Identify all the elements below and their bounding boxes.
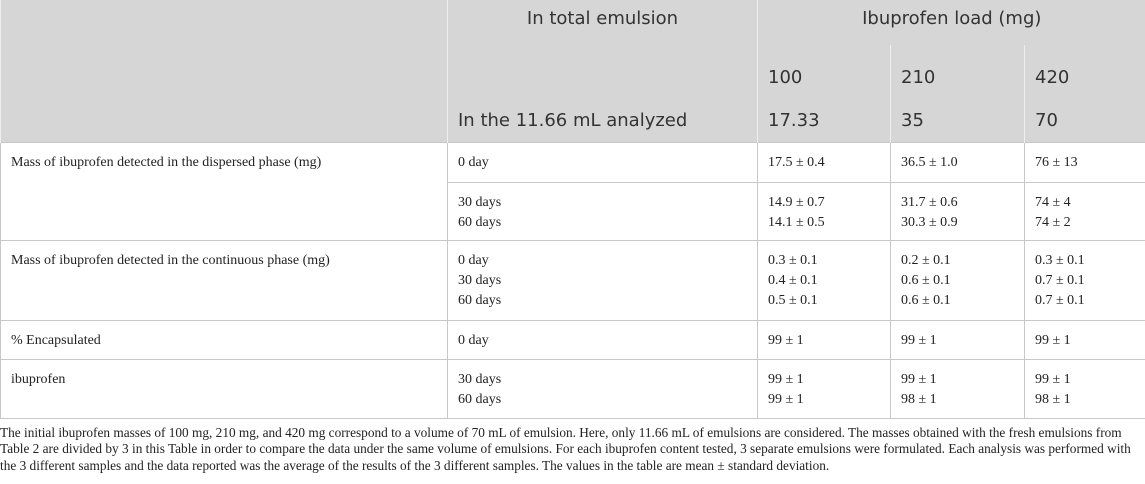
cell-line: 99 ± 1 bbox=[768, 391, 804, 407]
cell-line: 74 ± 4 bbox=[1035, 194, 1071, 210]
row-label: % Encapsulated bbox=[0, 319, 448, 360]
cell-line: 0.6 ± 0.1 bbox=[901, 292, 951, 308]
value-cell: 99 ± 1 98 ± 1 bbox=[1024, 358, 1145, 419]
value-cell: 14.9 ± 0.7 14.1 ± 0.5 bbox=[757, 181, 891, 241]
value-cell: 36.5 ± 1.0 bbox=[890, 141, 1025, 183]
header-cell bbox=[0, 45, 448, 100]
cell-line: 36.5 ± 1.0 bbox=[901, 154, 958, 170]
value-cell: 99 ± 1 99 ± 1 bbox=[757, 358, 891, 419]
header-cell: 210 bbox=[890, 45, 1025, 100]
value-cell: 99 ± 1 bbox=[890, 319, 1025, 360]
cell-line: 0.7 ± 0.1 bbox=[1035, 272, 1085, 288]
header-cell: 17.33 bbox=[757, 100, 891, 142]
cell-line: 60 days bbox=[458, 391, 502, 407]
cell-line: 0.3 ± 0.1 bbox=[1035, 252, 1085, 268]
header-cell: 420 bbox=[1024, 45, 1145, 100]
cell-line: 0 day bbox=[458, 332, 489, 348]
header-cell: 100 bbox=[757, 45, 891, 100]
cell-line: 60 days bbox=[458, 214, 502, 230]
value-cell: 99 ± 1 bbox=[1024, 319, 1145, 360]
cell-line: 98 ± 1 bbox=[1035, 391, 1071, 407]
value-cell: 31.7 ± 0.6 30.3 ± 0.9 bbox=[890, 181, 1025, 241]
value-cell: 0.2 ± 0.1 0.6 ± 0.1 0.6 ± 0.1 bbox=[890, 239, 1025, 321]
cell-line: 99 ± 1 bbox=[1035, 371, 1071, 387]
cell-line: 30.3 ± 0.9 bbox=[901, 214, 958, 230]
table-header: In total emulsion Ibuprofen load (mg) 10… bbox=[0, 0, 1145, 142]
cell-line: 0 day bbox=[458, 154, 489, 170]
cell-line: 0.4 ± 0.1 bbox=[768, 272, 818, 288]
header-cell bbox=[447, 45, 758, 100]
header-cell: 35 bbox=[890, 100, 1025, 142]
cell-line: 99 ± 1 bbox=[768, 332, 804, 348]
row-label: Mass of ibuprofen detected in the contin… bbox=[0, 239, 448, 321]
cell-line: 30 days bbox=[458, 371, 502, 387]
time-cell: 0 day bbox=[447, 141, 758, 183]
cell-line: 99 ± 1 bbox=[1035, 332, 1071, 348]
cell-line: 0.2 ± 0.1 bbox=[901, 252, 951, 268]
header-cell: In total emulsion bbox=[447, 0, 758, 45]
cell-line: 0.5 ± 0.1 bbox=[768, 292, 818, 308]
table-row: Mass of ibuprofen detected in the disper… bbox=[0, 141, 1145, 241]
cell-line: 0 day bbox=[458, 252, 489, 268]
time-cell: 0 day 30 days 60 days bbox=[447, 239, 758, 321]
cell-line: 74 ± 2 bbox=[1035, 214, 1071, 230]
table-row: ibuprofen 30 days 60 days 99 ± 1 99 ± 1 99 ± … bbox=[0, 358, 1145, 419]
cell-line: 0.6 ± 0.1 bbox=[901, 272, 951, 288]
value-cell: 76 ± 13 bbox=[1024, 141, 1145, 183]
cell-line: 17.5 ± 0.4 bbox=[768, 154, 825, 170]
header-cell: 70 bbox=[1024, 100, 1145, 142]
cell-line: 30 days bbox=[458, 272, 502, 288]
cell-line: 60 days bbox=[458, 292, 502, 308]
value-cell: 0.3 ± 0.1 0.7 ± 0.1 0.7 ± 0.1 bbox=[1024, 239, 1145, 321]
cell-line: 0.3 ± 0.1 bbox=[768, 252, 818, 268]
row-label: Mass of ibuprofen detected in the disper… bbox=[0, 141, 448, 241]
cell-line: 30 days bbox=[458, 194, 502, 210]
header-cell: In the 11.66 mL analyzed bbox=[447, 100, 758, 142]
value-cell: 99 ± 1 98 ± 1 bbox=[890, 358, 1025, 419]
cell-line: 99 ± 1 bbox=[901, 371, 937, 387]
cell-line: 99 ± 1 bbox=[901, 332, 937, 348]
cell-line: 98 ± 1 bbox=[901, 391, 937, 407]
value-cell: 99 ± 1 bbox=[757, 319, 891, 360]
header-cell: Ibuprofen load (mg) bbox=[757, 0, 1145, 45]
footnote: The initial ibuprofen masses of 100 mg, … bbox=[0, 424, 1131, 473]
cell-line: 31.7 ± 0.6 bbox=[901, 194, 958, 210]
time-cell: 30 days 60 days bbox=[447, 358, 758, 419]
header-cell bbox=[0, 0, 448, 45]
time-cell: 30 days 60 days bbox=[447, 181, 758, 241]
table-row: 30 days 60 days 14.9 ± 0.7 14.1 ± 0.5 31.7 ±… bbox=[1, 181, 1145, 241]
value-cell: 17.5 ± 0.4 bbox=[757, 141, 891, 183]
cell-line: 99 ± 1 bbox=[768, 371, 804, 387]
time-cell: 0 day bbox=[447, 319, 758, 360]
cell-line: 14.1 ± 0.5 bbox=[768, 214, 825, 230]
cell-line: 76 ± 13 bbox=[1035, 154, 1078, 170]
cell-line: 14.9 ± 0.7 bbox=[768, 194, 825, 210]
value-cell: 0.3 ± 0.1 0.4 ± 0.1 0.5 ± 0.1 bbox=[757, 239, 891, 321]
table-row: % Encapsulated 0 day 99 ± 1 99 ± 1 99 ± 1 bbox=[0, 319, 1145, 360]
value-cell: 74 ± 4 74 ± 2 bbox=[1024, 181, 1145, 241]
header-cell bbox=[0, 100, 448, 142]
table-body: Mass of ibuprofen detected in the disper… bbox=[0, 141, 1145, 419]
data-table: In total emulsion Ibuprofen load (mg) 10… bbox=[0, 0, 1145, 419]
table-row: Mass of ibuprofen detected in the contin… bbox=[0, 239, 1145, 321]
cell-line: 0.7 ± 0.1 bbox=[1035, 292, 1085, 308]
row-label: ibuprofen bbox=[0, 358, 448, 419]
